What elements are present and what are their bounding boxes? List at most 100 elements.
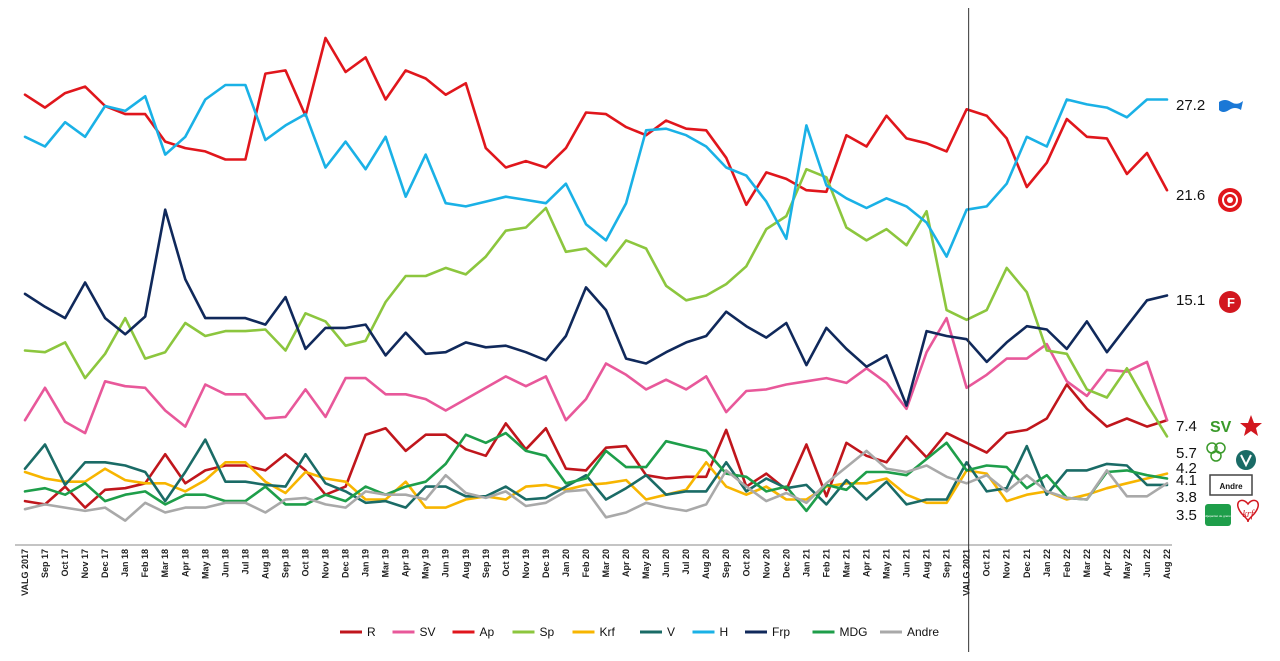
x-tick-label: Jul 20 <box>681 549 691 575</box>
x-tick-label: Jul 18 <box>240 549 250 575</box>
series-line-v <box>23 438 1169 509</box>
x-tick-label: Apr 22 <box>1102 549 1112 577</box>
v-logo-icon <box>1236 450 1256 470</box>
x-tick-label: Nov 19 <box>521 549 531 579</box>
legend-label-frp: Frp <box>772 625 790 639</box>
end-value-v: 4.2 <box>1176 460 1197 477</box>
series-line-andre <box>23 449 1169 522</box>
legend-label-andre: Andre <box>907 625 939 639</box>
x-tick-label: Sep 20 <box>721 549 731 578</box>
series-lines <box>23 36 1169 522</box>
x-tick-labels: VALG 2017 Sep 17 Oct 17 Nov 17 Dec 17 Jan 18 F… <box>20 549 1172 596</box>
svg-text:F: F <box>1227 295 1235 310</box>
x-tick-label: Nov 17 <box>80 549 90 579</box>
x-tick-label: Sep 18 <box>280 549 290 578</box>
x-tick-label: Oct 18 <box>300 549 310 577</box>
x-tick-label: Nov 20 <box>761 549 771 579</box>
x-tick-label: Dec 17 <box>100 549 110 578</box>
x-tick-label: Sep 21 <box>942 549 952 578</box>
legend-label-krf: Krf <box>600 625 616 639</box>
series-line-h <box>23 83 1169 258</box>
x-tick-label: Mar 18 <box>160 549 170 578</box>
series-line-krf <box>23 460 1169 509</box>
x-tick-label: Aug 19 <box>461 549 471 579</box>
x-tick-label: Aug 20 <box>701 549 711 579</box>
end-value-h: 27.2 <box>1176 97 1205 114</box>
x-tick-label: Jun 18 <box>220 549 230 578</box>
legend-label-sv: SV <box>420 625 436 639</box>
end-value-krf: 4.1 <box>1176 472 1197 489</box>
x-tick-label: Jun 22 <box>1142 549 1152 578</box>
x-tick-label: Jan 21 <box>801 549 811 577</box>
x-tick-label: VALG 2017 <box>20 549 30 596</box>
end-value-frp: 15.1 <box>1176 292 1205 309</box>
x-tick-label: Mar 22 <box>1082 549 1092 578</box>
x-tick-label: Aug 18 <box>260 549 270 579</box>
end-value-sp: 5.7 <box>1176 445 1197 462</box>
x-tick-label: May 22 <box>1122 549 1132 579</box>
end-value-r: 7.4 <box>1176 418 1197 435</box>
r-star-icon <box>1240 415 1262 436</box>
mdg-logo-text: miljøpartiet de grønne <box>1203 514 1233 518</box>
series-line-sv <box>23 316 1169 435</box>
end-value-mdg: 3.8 <box>1176 489 1197 506</box>
x-tick-label: Apr 20 <box>621 549 631 577</box>
legend-label-mdg: MDG <box>840 625 868 639</box>
x-tick-label: May 19 <box>421 549 431 579</box>
x-tick-label: Feb 18 <box>140 549 150 578</box>
end-value-andre: 3.5 <box>1176 507 1197 524</box>
x-tick-label: Jan 22 <box>1042 549 1052 577</box>
x-tick-label: VALG 2021 <box>962 549 972 596</box>
x-tick-label: Dec 20 <box>781 549 791 578</box>
x-tick-label: Dec 21 <box>1022 549 1032 578</box>
series-line-frp <box>23 208 1169 407</box>
x-tick-label: Apr 19 <box>401 549 411 577</box>
x-tick-label: Jun 19 <box>441 549 451 578</box>
legend: R SV Ap Sp Krf V H Frp MDG Andre <box>340 625 939 639</box>
h-flag-icon <box>1219 100 1243 112</box>
x-tick-label: Feb 22 <box>1062 549 1072 578</box>
frp-logo-icon: F <box>1219 291 1241 313</box>
x-tick-label: Aug 21 <box>922 549 932 579</box>
x-tick-label: Oct 21 <box>982 549 992 577</box>
x-tick-label: Jun 20 <box>661 549 671 578</box>
x-tick-label: Feb 21 <box>821 549 831 578</box>
sv-logo-icon: SV <box>1210 419 1232 436</box>
x-tick-label: Feb 20 <box>581 549 591 578</box>
party-logos: F SV Andre miljøpartiet de grønne krf <box>1203 100 1262 526</box>
x-tick-label: Apr 21 <box>861 549 871 577</box>
x-tick-label: Nov 21 <box>1002 549 1012 579</box>
x-tick-label: Aug 22 <box>1162 549 1172 579</box>
x-tick-label: Dec 19 <box>541 549 551 578</box>
mdg-logo-icon: miljøpartiet de grønne <box>1203 504 1233 526</box>
x-tick-label: May 18 <box>200 549 210 579</box>
x-tick-label: Oct 19 <box>501 549 511 577</box>
sv-logo-text: SV <box>1210 419 1232 436</box>
legend-label-ap: Ap <box>480 625 495 639</box>
x-tick-label: Jan 20 <box>561 549 571 577</box>
x-tick-label: Mar 21 <box>841 549 851 578</box>
x-tick-label: Apr 18 <box>180 549 190 577</box>
x-tick-label: Sep 19 <box>481 549 491 578</box>
end-value-ap: 21.6 <box>1176 187 1205 204</box>
x-tick-label: May 21 <box>882 549 892 579</box>
andre-box-text: Andre <box>1219 482 1243 491</box>
legend-label-r: R <box>367 625 376 639</box>
series-line-r <box>23 383 1169 509</box>
x-tick-label: May 20 <box>641 549 651 579</box>
x-tick-label: Mar 20 <box>601 549 611 578</box>
x-tick-label: Nov 18 <box>321 549 331 579</box>
series-line-sp <box>23 167 1169 438</box>
x-tick-label: Oct 17 <box>60 549 70 577</box>
x-tick-label: Dec 18 <box>341 549 351 578</box>
x-tick-label: Jan 19 <box>361 549 371 577</box>
krf-logo-icon: krf <box>1237 499 1259 523</box>
legend-label-v: V <box>667 625 675 639</box>
x-tick-label: Jan 18 <box>120 549 130 577</box>
krf-logo-text: krf <box>1242 509 1254 520</box>
end-value-labels: 27.2 21.6 15.1 7.4 5.74.24.13.83.5 <box>1176 97 1205 524</box>
x-tick-label: Jun 21 <box>902 549 912 578</box>
legend-label-h: H <box>720 625 729 639</box>
legend-label-sp: Sp <box>540 625 555 639</box>
